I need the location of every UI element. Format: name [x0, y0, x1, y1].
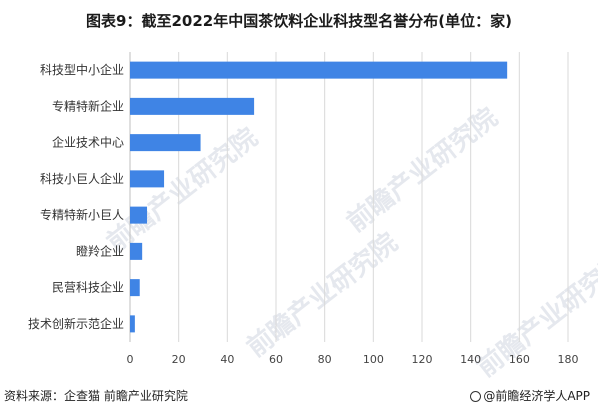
- category-label-0: 科技型中小企业: [40, 62, 124, 77]
- category-labels: 科技型中小企业专精特新企业企业技术中心科技小巨人企业专精特新小巨人瞪羚企业民营科…: [28, 62, 124, 331]
- category-label-3: 科技小巨人企业: [40, 171, 124, 186]
- x-tick-labels: 0 20 40 60 80 100 120 140 160 180: [127, 353, 579, 366]
- bar-3: [130, 170, 165, 188]
- x-tick-label-0: 0: [127, 353, 134, 366]
- x-tick-label-5: 100: [363, 353, 384, 366]
- chart-title: 图表9：截至2022年中国茶饮料企业科技型名誉分布(单位：家): [86, 12, 512, 30]
- brand-logo-icon: [470, 391, 482, 402]
- bar-2: [130, 134, 201, 152]
- x-tick-label-1: 20: [172, 353, 186, 366]
- footer-brand-text: @前瞻经济学人APP: [483, 389, 590, 403]
- bar-1: [130, 97, 255, 115]
- category-label-1: 专精特新企业: [52, 98, 124, 113]
- bar-0: [130, 61, 508, 79]
- x-tick-label-6: 120: [412, 353, 433, 366]
- bar-7: [130, 315, 135, 333]
- category-label-4: 专精特新小巨人: [40, 207, 124, 222]
- footer-source: 资料来源：企查猫 前瞻产业研究院: [4, 389, 188, 403]
- bars: [130, 61, 508, 333]
- x-tick-label-4: 80: [318, 353, 332, 366]
- x-tick-label-7: 140: [460, 353, 481, 366]
- category-label-2: 企业技术中心: [52, 135, 124, 150]
- x-tick-label-8: 160: [509, 353, 530, 366]
- category-label-5: 瞪羚企业: [76, 243, 124, 258]
- category-label-6: 民营科技企业: [52, 280, 124, 295]
- footer-brand: @前瞻经济学人APP: [470, 387, 590, 404]
- grid-lines: [129, 52, 569, 342]
- bar-6: [130, 279, 140, 297]
- x-tick-label-3: 60: [269, 353, 283, 366]
- x-tick-label-2: 40: [220, 353, 234, 366]
- bar-5: [130, 242, 143, 260]
- x-tick-label-9: 180: [558, 353, 579, 366]
- bar-4: [130, 206, 148, 224]
- category-label-7: 技术创新示范企业: [28, 316, 124, 331]
